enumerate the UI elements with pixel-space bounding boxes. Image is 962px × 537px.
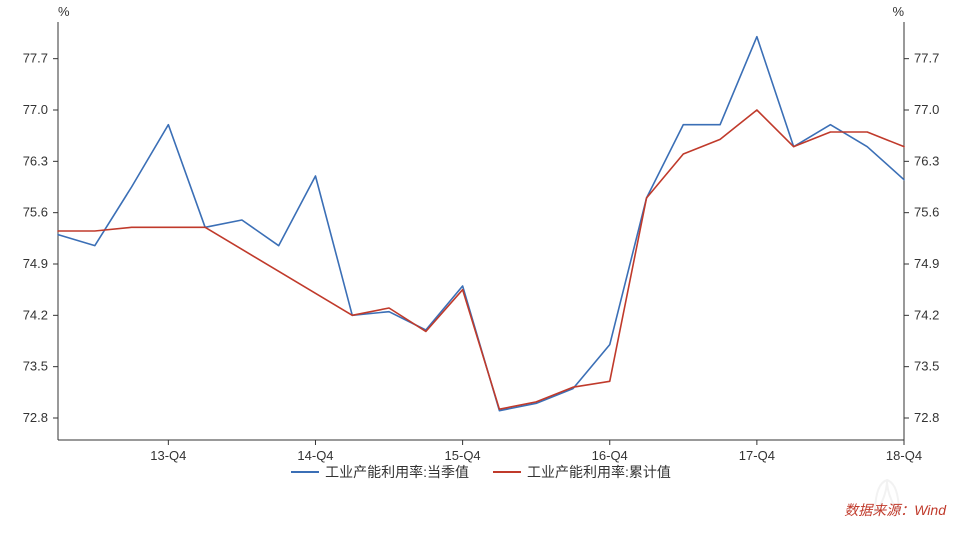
legend-swatch (291, 471, 319, 473)
chart-container: % % 72.8 72.8 73.5 73.5 74.2 74.2 74.9 74.9 75.6… (0, 0, 962, 537)
y-tick-left: 76.3 (23, 153, 48, 168)
y-tick-left: 73.5 (23, 359, 48, 374)
legend: 工业产能利用率:当季值 工业产能利用率:累计值 (0, 462, 962, 482)
y-tick-left: 75.6 (23, 205, 48, 220)
line-chart: 72.8 72.8 73.5 73.5 74.2 74.2 74.9 74.9 75.6 75.6… (0, 0, 962, 537)
x-tick: 14-Q4 (297, 448, 333, 463)
legend-label: 工业产能利用率:当季值 (325, 462, 469, 482)
y-tick-left: 77.0 (23, 102, 48, 117)
y-tick-left: 77.7 (23, 51, 48, 66)
y-tick-left: 72.8 (23, 410, 48, 425)
y-tick-right: 72.8 (914, 410, 939, 425)
x-tick: 18-Q4 (886, 448, 922, 463)
x-tick: 16-Q4 (592, 448, 628, 463)
y-tick-right: 77.0 (914, 102, 939, 117)
legend-item-cumulative-value: 工业产能利用率:累计值 (493, 462, 671, 482)
data-source: 数据来源：Wind (844, 500, 946, 520)
y-tick-right: 77.7 (914, 51, 939, 66)
y-unit-left: % (58, 4, 70, 19)
x-tick: 15-Q4 (445, 448, 481, 463)
x-tick: 17-Q4 (739, 448, 775, 463)
legend-swatch (493, 471, 521, 473)
y-unit-right: % (892, 4, 904, 19)
series-cumulative-value (58, 110, 904, 409)
legend-label: 工业产能利用率:累计值 (527, 462, 671, 482)
x-tick: 13-Q4 (150, 448, 186, 463)
y-tick-right: 75.6 (914, 205, 939, 220)
y-tick-left: 74.2 (23, 307, 48, 322)
data-source-text: 数据来源：Wind (844, 502, 946, 518)
y-tick-left: 74.9 (23, 256, 48, 271)
y-tick-right: 76.3 (914, 153, 939, 168)
series-quarter-value (58, 37, 904, 411)
y-tick-right: 73.5 (914, 359, 939, 374)
y-tick-right: 74.9 (914, 256, 939, 271)
y-tick-right: 74.2 (914, 307, 939, 322)
legend-item-quarter-value: 工业产能利用率:当季值 (291, 462, 469, 482)
